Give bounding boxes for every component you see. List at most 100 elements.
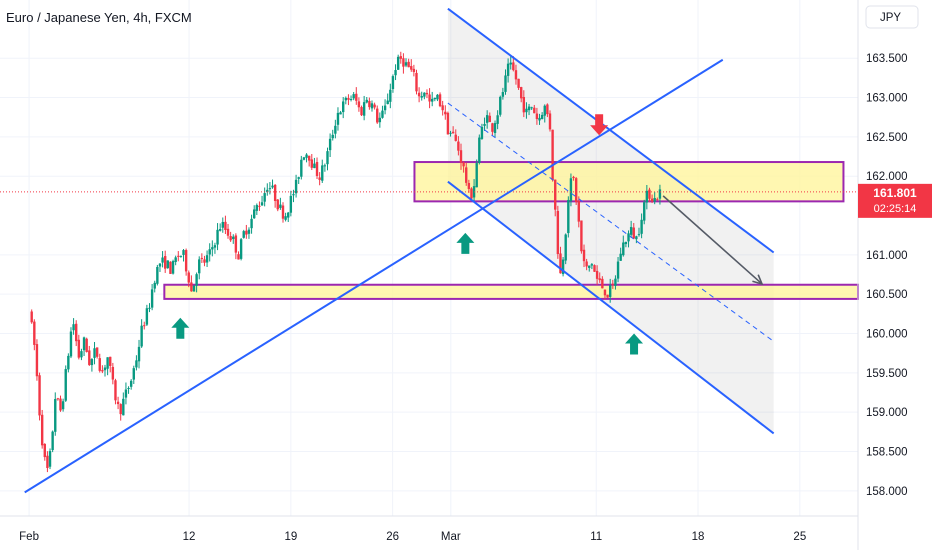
x-tick-label: 12 — [183, 531, 196, 543]
candle-body — [530, 107, 533, 109]
candle-body — [509, 62, 512, 65]
candle-body — [635, 236, 638, 240]
candle-body — [129, 380, 133, 387]
candle-body — [459, 150, 463, 163]
current-price-tag: 161.801 02:25:14 — [858, 183, 932, 218]
candle-body — [407, 61, 410, 68]
candle-body — [302, 157, 306, 160]
candle-body — [297, 177, 300, 179]
candle-body — [216, 229, 219, 245]
channel-upper-line — [447, 7, 775, 254]
candle-body — [109, 356, 112, 366]
candle-body — [344, 97, 348, 101]
candle-body — [582, 249, 586, 262]
y-tick-label: 162.000 — [866, 171, 908, 183]
candle-body — [396, 56, 400, 70]
candle-body — [467, 182, 471, 189]
candle-body — [69, 331, 73, 357]
candle-body — [124, 389, 128, 398]
candle-body — [527, 106, 531, 111]
time-axis[interactable]: Feb 12 19 26 Mar 11 18 25 — [0, 515, 858, 543]
candle-body — [54, 399, 57, 432]
candle-body — [184, 250, 188, 272]
candle-body — [543, 105, 546, 116]
candle-body — [616, 261, 620, 279]
candle-body — [501, 92, 505, 97]
candle-body — [132, 368, 135, 380]
candle-body — [506, 63, 510, 76]
channel-shading — [447, 8, 774, 434]
candle-body — [619, 253, 622, 261]
candle-body — [357, 101, 361, 108]
candle-body — [46, 455, 49, 469]
candle-body — [103, 367, 107, 371]
candle-body — [315, 162, 319, 176]
candle-body — [279, 204, 282, 208]
candle-body — [101, 370, 104, 372]
candle-body — [643, 202, 646, 221]
candle-body — [137, 346, 141, 362]
candle-body — [491, 123, 494, 132]
candle-body — [446, 112, 450, 135]
y-tick-label: 160.500 — [866, 289, 908, 301]
candle-body — [40, 414, 44, 446]
candle-body — [331, 134, 334, 139]
candle-body — [611, 283, 615, 285]
candle-body — [368, 100, 371, 108]
price-axis[interactable]: 163.500 163.000 162.500 162.000 161.000 160.5… — [866, 53, 908, 498]
candle-body — [454, 134, 457, 141]
candle-body — [268, 188, 272, 190]
y-tick-label: 162.500 — [866, 132, 908, 144]
candle-body — [603, 289, 607, 296]
candle-body — [255, 205, 259, 211]
candle-body — [475, 163, 478, 188]
candle-countdown: 02:25:14 — [874, 203, 917, 215]
candle-body — [38, 375, 41, 416]
candle-body — [258, 205, 261, 207]
candle-body — [177, 255, 180, 257]
candle-body — [433, 97, 437, 100]
candle-body — [318, 177, 321, 180]
candle-body — [362, 102, 366, 116]
candle-body — [226, 228, 230, 236]
candle-body — [111, 366, 115, 380]
candle-body — [404, 62, 408, 66]
candle-body — [61, 401, 65, 410]
candle-body — [402, 58, 405, 67]
candle-body — [237, 254, 240, 260]
candle-body — [438, 94, 442, 107]
candle-body — [483, 124, 486, 126]
candle-body — [77, 339, 81, 358]
candle-body — [224, 221, 227, 231]
candle-body — [64, 369, 67, 401]
candle-body — [386, 100, 389, 105]
candle-body — [242, 231, 245, 238]
candle-body — [394, 70, 397, 76]
candle-body — [533, 107, 536, 114]
candle-body — [339, 112, 342, 115]
candle-body — [355, 93, 358, 101]
candle-body — [313, 163, 316, 169]
candle-body — [488, 115, 491, 123]
candle-body — [234, 235, 238, 253]
candle-body — [305, 154, 308, 158]
candle-body — [391, 76, 395, 90]
candle-body — [326, 151, 329, 165]
candle-body — [590, 264, 594, 266]
candle-body — [95, 347, 99, 357]
candle-body — [561, 259, 565, 275]
candle-body — [292, 194, 295, 196]
candle-body — [208, 249, 211, 255]
y-tick-label: 158.000 — [866, 486, 908, 498]
candle-body — [85, 338, 88, 352]
candle-body — [150, 289, 154, 308]
candle-body — [572, 176, 575, 178]
currency-button[interactable]: JPY — [865, 5, 919, 29]
candle-body — [156, 266, 159, 284]
candle-body — [441, 105, 444, 111]
candles — [30, 51, 662, 473]
candle-body — [370, 103, 374, 109]
candle-body — [540, 114, 544, 120]
channel-mid-line — [447, 102, 774, 342]
